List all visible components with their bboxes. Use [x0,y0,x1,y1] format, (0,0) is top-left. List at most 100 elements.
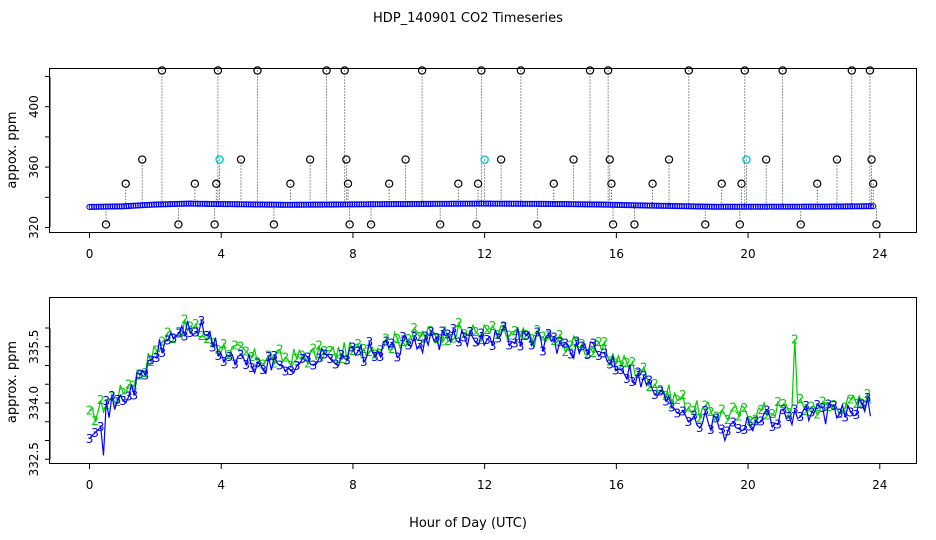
baseline-point [192,200,199,207]
baseline-point [662,202,669,209]
series-marker: 2 [276,342,284,356]
series-marker: 3 [377,350,385,364]
baseline-point [323,201,331,208]
baseline-point [91,203,98,210]
baseline-point [565,201,573,208]
baseline-point [372,201,379,208]
baseline-point [837,203,845,210]
baseline-point [651,202,658,209]
baseline-point [821,203,828,210]
series-marker: 3 [612,364,620,378]
series-marker: 2 [450,332,458,346]
baseline-point [374,201,381,208]
baseline-point [828,203,835,210]
baseline-point [289,201,296,208]
series-marker: 2 [198,329,206,343]
baseline-point [773,203,780,210]
baseline-point [688,203,695,210]
baseline-point [369,201,377,208]
baseline-point [383,201,390,208]
baseline-point [558,200,566,208]
baseline-point [812,203,819,210]
series-marker: 3 [606,357,614,371]
baseline-point [711,203,718,210]
series-marker: 2 [360,342,368,356]
baseline-point [397,200,404,208]
series-marker: 2 [226,348,234,362]
series-marker: 2 [774,395,782,409]
series-marker: 3 [640,369,648,383]
baseline-point [611,201,619,208]
series-marker: 3 [567,347,575,361]
series-marker: 3 [298,352,306,366]
baseline-point [420,200,427,208]
series-marker: 2 [192,317,200,331]
series-marker: 2 [662,389,670,403]
x-tick-label: 0 [86,478,94,492]
baseline-point [365,201,372,208]
series-marker: 3 [142,368,150,382]
baseline-point [386,201,393,208]
baseline-point [164,201,171,208]
series-marker: 2 [780,397,788,411]
series-marker: 3 [724,425,732,439]
series-marker: 3 [841,410,849,424]
series-marker: 3 [757,415,765,429]
baseline-point [761,203,768,210]
series-marker: 3 [489,339,497,353]
baseline-point [487,200,494,207]
series-marker: 3 [450,322,458,336]
baseline-point [422,200,430,207]
baseline-point [254,201,261,208]
baseline-point [169,200,176,208]
baseline-point [134,202,142,209]
baseline-point [747,203,755,210]
series-marker: 2 [617,358,625,372]
baseline-point [162,201,169,208]
baseline-point [316,201,324,208]
series-marker: 3 [186,326,194,340]
baseline-point [116,203,123,210]
series-marker: 2 [293,352,301,366]
series-marker: 2 [394,332,402,346]
baseline-point [623,202,630,209]
series-marker: 3 [97,420,105,434]
series-marker: 2 [724,413,732,427]
baseline-point [528,200,536,207]
baseline-point [727,203,734,210]
outlier-point [253,66,262,75]
series-marker: 2 [164,325,172,339]
series-marker: 2 [830,398,838,412]
series-marker: 3 [382,335,390,349]
series-marker: 2 [853,397,861,411]
baseline-point [602,201,609,208]
series-marker: 3 [752,414,760,428]
series-marker: 3 [864,391,872,405]
outlier-point [735,220,745,229]
series-marker: 3 [130,389,138,403]
baseline-point [293,201,301,208]
baseline-point [630,202,637,209]
series-marker: 3 [304,351,312,365]
baseline-point [296,201,303,208]
baseline-point [457,200,464,207]
baseline-point [344,201,351,208]
outlier-point-cyan [742,155,751,164]
baseline-point [259,201,266,208]
baseline-point [690,203,697,210]
baseline-point [448,200,455,207]
series-marker: 3 [813,398,821,412]
series-marker: 3 [203,329,211,343]
baseline-point [865,203,872,210]
x-tick-label: 20 [740,247,755,261]
baseline-point [681,203,688,210]
series-marker: 3 [91,426,99,440]
baseline-point [130,202,137,209]
series-marker: 2 [685,400,693,414]
series-marker: 2 [819,395,827,409]
baseline-point [441,200,448,207]
baseline-point [609,201,616,208]
series-marker: 2 [455,316,463,330]
series-marker: 3 [629,375,637,389]
outlier-point [533,220,542,229]
